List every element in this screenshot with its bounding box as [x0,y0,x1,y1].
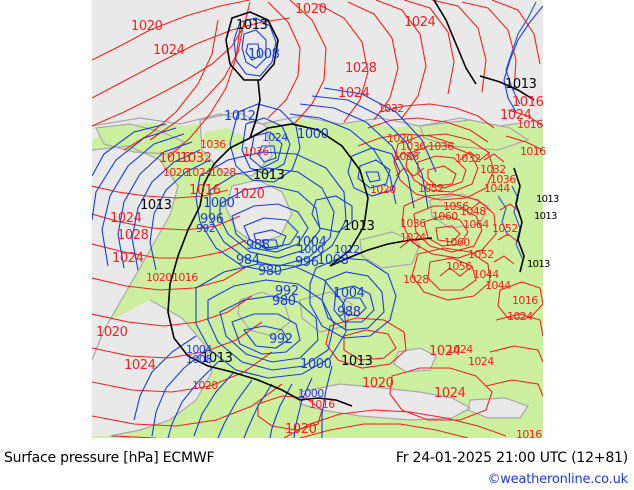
island-layer [96,120,528,154]
map-canvas [92,0,543,438]
isobar-high-layer [92,0,543,438]
coastline-layer [92,111,543,437]
isobar-low-layer [92,5,543,438]
map-footer: Surface pressure [hPa] ECMWF Fr 24-01-20… [0,438,634,490]
isobar-1013-layer [167,0,535,407]
map-content [92,0,543,438]
surface-pressure-map[interactable]: 1020 1024 1013 1008 1020 1028 1024 1024 1013 1016… [0,0,634,438]
provider-credit: ©weatheronline.co.uk [487,472,628,487]
valid-time: Fr 24-01-2025 21:00 UTC (12+81) [395,450,628,466]
product-title: Surface pressure [hPa] ECMWF [4,450,215,466]
